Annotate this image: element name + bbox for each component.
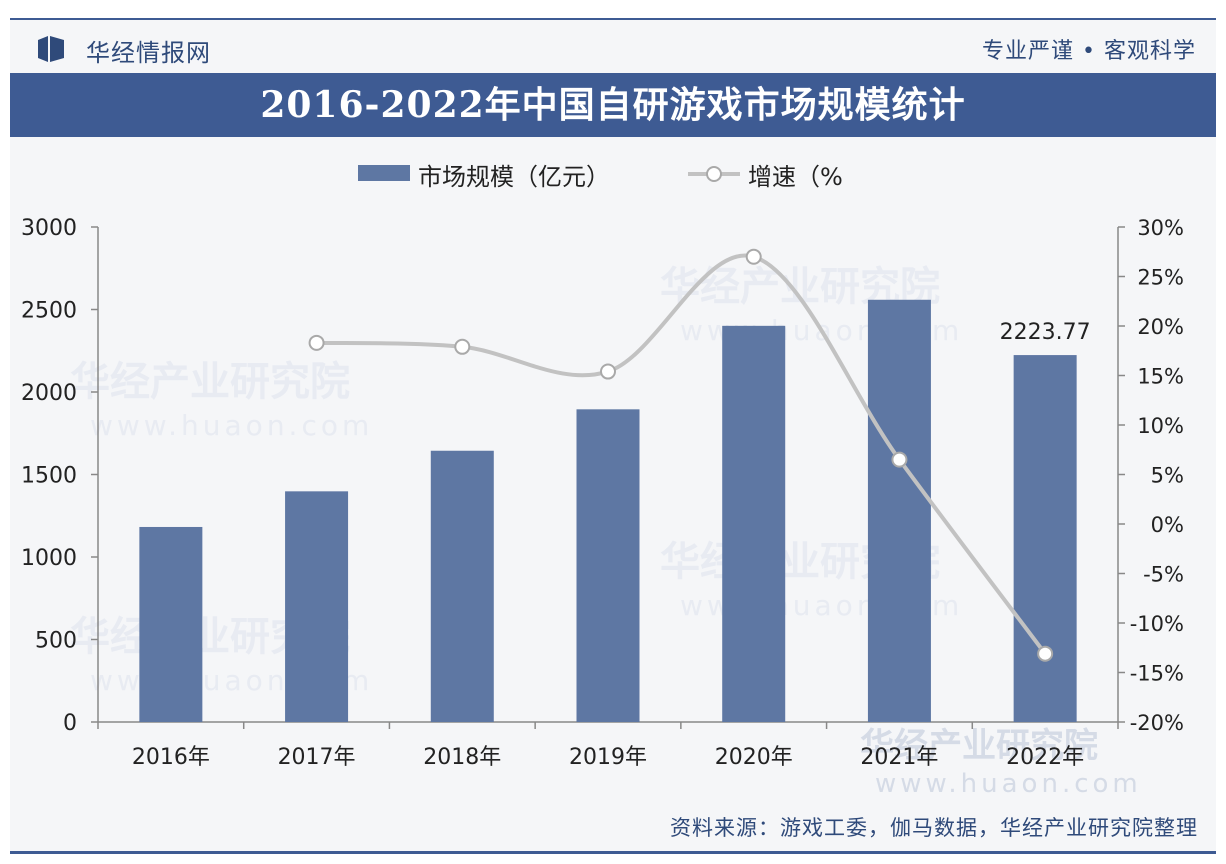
x-tick-label: 2022年 <box>1006 745 1084 770</box>
y-right-tick-label: -20% <box>1130 711 1184 735</box>
legend-label-growth: 增速（% <box>748 163 843 191</box>
y-left-tick-label: 0 <box>63 711 77 736</box>
x-tick-label: 2019年 <box>569 745 647 770</box>
y-right-tick-label: 15% <box>1137 365 1184 389</box>
y-right-tick-label: 5% <box>1151 464 1184 488</box>
bar-2021年 <box>867 299 931 722</box>
watermark-text: 华经产业研究院 <box>70 359 350 405</box>
y-left-tick-label: 2000 <box>21 381 77 406</box>
bar-2022年 <box>1013 355 1077 722</box>
y-left-tick-label: 3000 <box>21 216 77 241</box>
y-left-tick-label: 1500 <box>21 464 77 489</box>
growth-point-2022年 <box>1037 645 1054 662</box>
y-left-tick-label: 500 <box>35 629 77 654</box>
growth-point-2019年 <box>600 363 616 380</box>
watermark-text: 华经产业研究院 <box>860 726 1098 766</box>
growth-point-2017年 <box>308 334 325 351</box>
legend-marker <box>706 166 722 182</box>
data-labels: 2223.77 <box>1000 320 1091 345</box>
combo-chart: 华经产业研究院www.huaon.com华经产业研究院www.huaon.com… <box>21 163 1184 799</box>
x-tick-label: 2017年 <box>278 745 356 770</box>
watermark-url: www.huaon.com <box>875 769 1142 799</box>
title-bar: 2016-2022年中国自研游戏市场规模统计 <box>10 73 1216 137</box>
y-right-tick-label: 25% <box>1137 266 1184 290</box>
watermark-url: www.huaon.com <box>90 409 373 442</box>
bar-2018年 <box>430 450 494 722</box>
line-series <box>308 248 1054 662</box>
y-right-tick-label: 30% <box>1137 216 1184 240</box>
growth-point-2020年 <box>745 248 762 265</box>
axes: 0 500 1000 1500 2000 2500 3000 -20% -15% -10% -5% 0… <box>21 216 1184 770</box>
brand-name: 华经情报网 <box>86 39 211 67</box>
chart-title: 2016-2022年中国自研游戏市场规模统计 <box>260 84 966 126</box>
y-right-tick-label: 10% <box>1137 414 1184 438</box>
y-left-tick-label: 2500 <box>21 299 77 324</box>
bar-series <box>139 299 1077 722</box>
y-right-tick-label: -5% <box>1143 563 1184 587</box>
bar-2016年 <box>139 526 203 722</box>
legend: 市场规模（亿元） 增速（% <box>358 163 843 191</box>
y-left-tick-label: 1000 <box>21 546 77 571</box>
slogan: 专业严谨 • 客观科学 <box>982 39 1196 64</box>
data-label-2022年: 2223.77 <box>1000 320 1091 345</box>
y-right-tick-label: -10% <box>1130 612 1184 636</box>
y-right-tick-label: -15% <box>1130 662 1184 686</box>
x-tick-label: 2018年 <box>423 745 501 770</box>
source-note: 资料来源：游戏工委，伽马数据，华经产业研究院整理 <box>670 816 1198 840</box>
bar-2017年 <box>285 491 349 722</box>
y-right-tick-label: 0% <box>1151 513 1184 537</box>
x-tick-label: 2016年 <box>132 745 210 770</box>
legend-label-market-size: 市场规模（亿元） <box>418 163 610 191</box>
x-tick-label: 2021年 <box>860 745 938 770</box>
bar-2019年 <box>576 409 640 722</box>
growth-point-2021年 <box>891 451 908 468</box>
growth-point-2018年 <box>454 338 471 355</box>
y-right-tick-label: 20% <box>1137 315 1184 339</box>
brand-logo-icon <box>38 36 64 62</box>
x-tick-label: 2020年 <box>715 745 793 770</box>
top-bar: 华经情报网 专业严谨 • 客观科学 <box>10 22 1216 72</box>
legend-bar-swatch <box>358 165 410 181</box>
bar-2020年 <box>722 325 786 722</box>
